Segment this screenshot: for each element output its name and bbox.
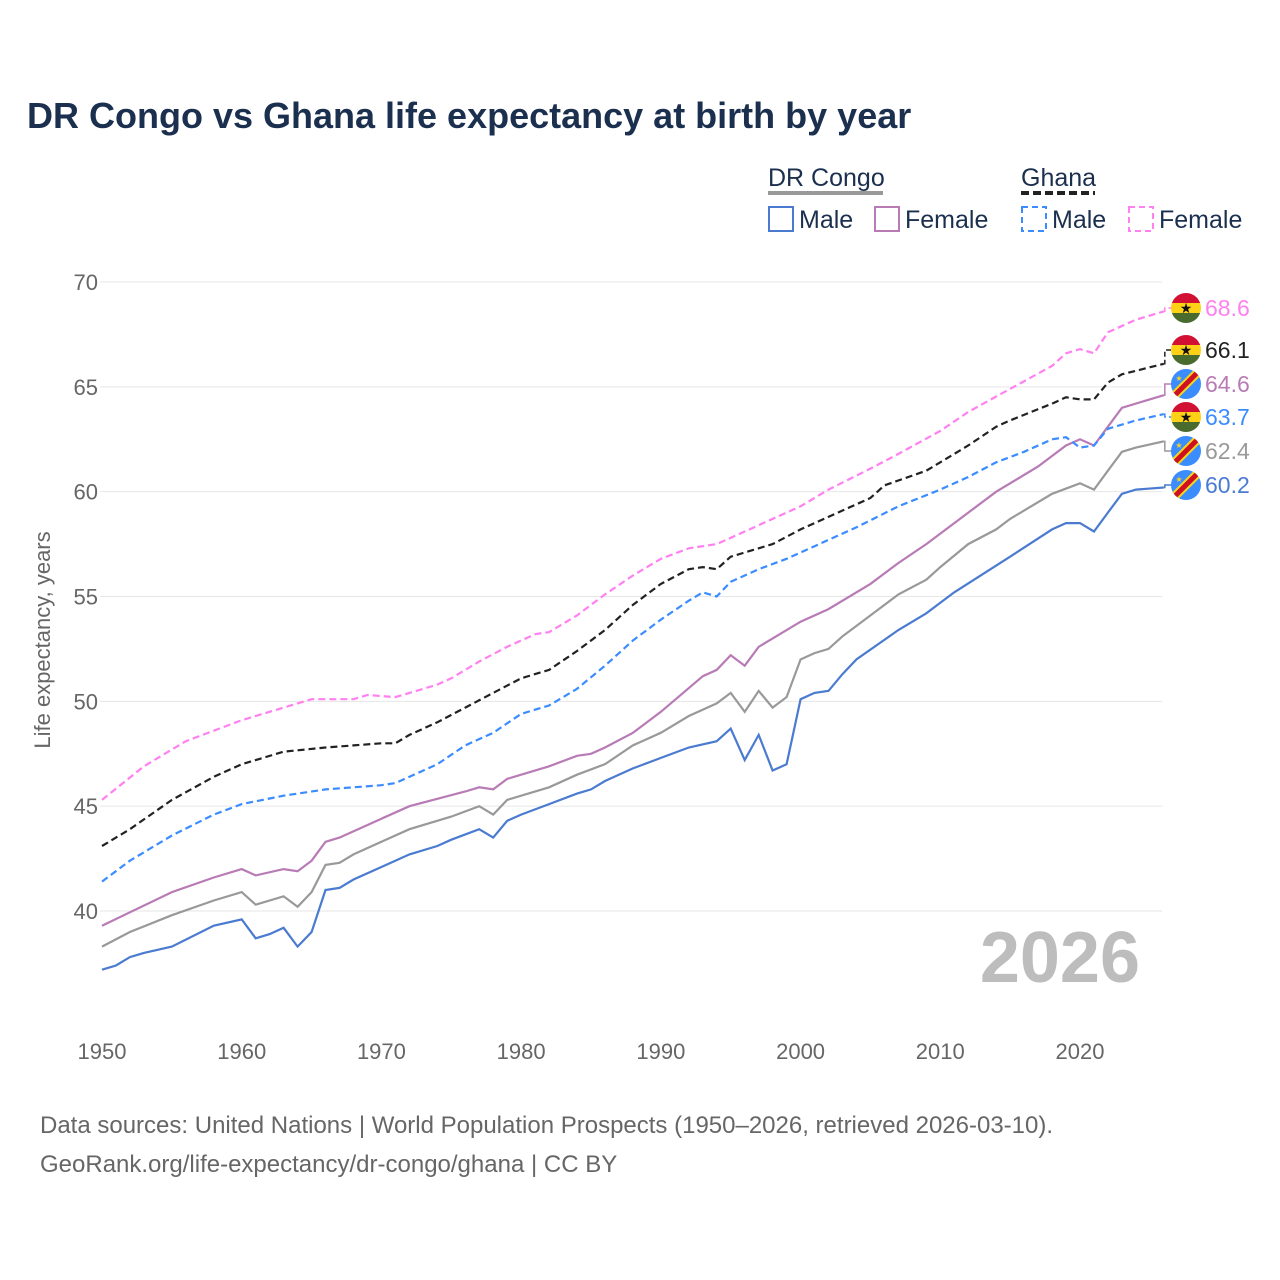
x-tick-label: 1980 xyxy=(497,1039,546,1064)
chart-title: DR Congo vs Ghana life expectancy at bir… xyxy=(27,95,912,136)
y-tick-label: 40 xyxy=(74,899,98,924)
y-tick-label: 60 xyxy=(74,480,98,505)
ghana-flag-icon: ★ xyxy=(1171,402,1201,432)
y-tick-label: 70 xyxy=(74,270,98,295)
x-tick-label: 1960 xyxy=(217,1039,266,1064)
svg-text:★: ★ xyxy=(1180,409,1193,425)
drcongo-flag-icon: ★ xyxy=(1171,436,1201,466)
end-connector xyxy=(1163,349,1172,365)
footer: Data sources: United Nations | World Pop… xyxy=(40,1106,1053,1184)
drcongo-flag-icon: ★ xyxy=(1171,369,1201,399)
y-tick-label: 55 xyxy=(74,585,98,610)
svg-text:★: ★ xyxy=(1175,475,1182,484)
svg-text:★: ★ xyxy=(1175,374,1182,383)
end-value-label-ghana-female: 68.6 xyxy=(1205,295,1250,321)
y-tick-label: 65 xyxy=(74,375,98,400)
x-tick-label: 1970 xyxy=(357,1039,406,1064)
svg-text:★: ★ xyxy=(1180,300,1193,316)
series-line-dr-congo-female xyxy=(101,394,1165,927)
y-tick-label: 45 xyxy=(74,794,98,819)
legend-swatch-drcongo-male xyxy=(768,206,794,232)
series-line-dr-congo xyxy=(101,440,1165,948)
legend-item-ghana-male: Male xyxy=(1052,206,1106,234)
series-line-ghana-male xyxy=(101,413,1165,883)
legend-swatch-ghana-female xyxy=(1128,206,1154,232)
x-tick-label: 2010 xyxy=(916,1039,965,1064)
x-tick-label: 1950 xyxy=(78,1039,127,1064)
x-tick-label: 2020 xyxy=(1056,1039,1105,1064)
y-tick-label: 50 xyxy=(74,689,98,714)
end-connector xyxy=(1163,307,1172,313)
end-value-label-ghana: 66.1 xyxy=(1205,337,1250,363)
end-connector xyxy=(1163,413,1172,418)
drcongo-flag-icon: ★ xyxy=(1171,470,1201,500)
data-source: Data sources: United Nations | World Pop… xyxy=(40,1112,1054,1139)
series-line-ghana xyxy=(101,362,1165,847)
ghana-flag-icon: ★ xyxy=(1171,335,1201,365)
y-axis-label: Life expectancy, years xyxy=(30,531,55,748)
end-connector xyxy=(1163,484,1172,489)
end-connector xyxy=(1163,383,1172,396)
end-value-label-dr-congo-female: 64.6 xyxy=(1205,371,1250,397)
legend-swatch-drcongo-female xyxy=(874,206,900,232)
x-tick-label: 2000 xyxy=(776,1039,825,1064)
legend-item-ghana-female: Female xyxy=(1159,206,1242,234)
legend-group-ghana: Ghana xyxy=(1021,164,1096,192)
legend-group-drcongo: DR Congo xyxy=(768,164,885,192)
legend-item-drcongo-male: Male xyxy=(799,206,853,234)
x-tick-label: 1990 xyxy=(636,1039,685,1064)
svg-text:★: ★ xyxy=(1180,342,1193,358)
legend-swatch-ghana-male xyxy=(1021,206,1047,232)
series-line-ghana-female xyxy=(101,310,1165,801)
end-value-label-ghana-male: 63.7 xyxy=(1205,404,1250,430)
end-value-label-dr-congo-male: 60.2 xyxy=(1205,472,1250,498)
end-connector xyxy=(1163,440,1172,452)
source-link[interactable]: GeoRank.org/life-expectancy/dr-congo/gha… xyxy=(40,1151,618,1178)
series-line-dr-congo-male xyxy=(101,486,1164,971)
svg-text:★: ★ xyxy=(1175,441,1182,450)
legend: DR Congo Ghana Male Female Male Female xyxy=(768,164,1242,234)
end-value-label-dr-congo: 62.4 xyxy=(1205,438,1250,464)
legend-item-drcongo-female: Female xyxy=(905,206,988,234)
ghana-flag-icon: ★ xyxy=(1171,293,1201,323)
watermark-year: 2026 xyxy=(980,918,1140,998)
